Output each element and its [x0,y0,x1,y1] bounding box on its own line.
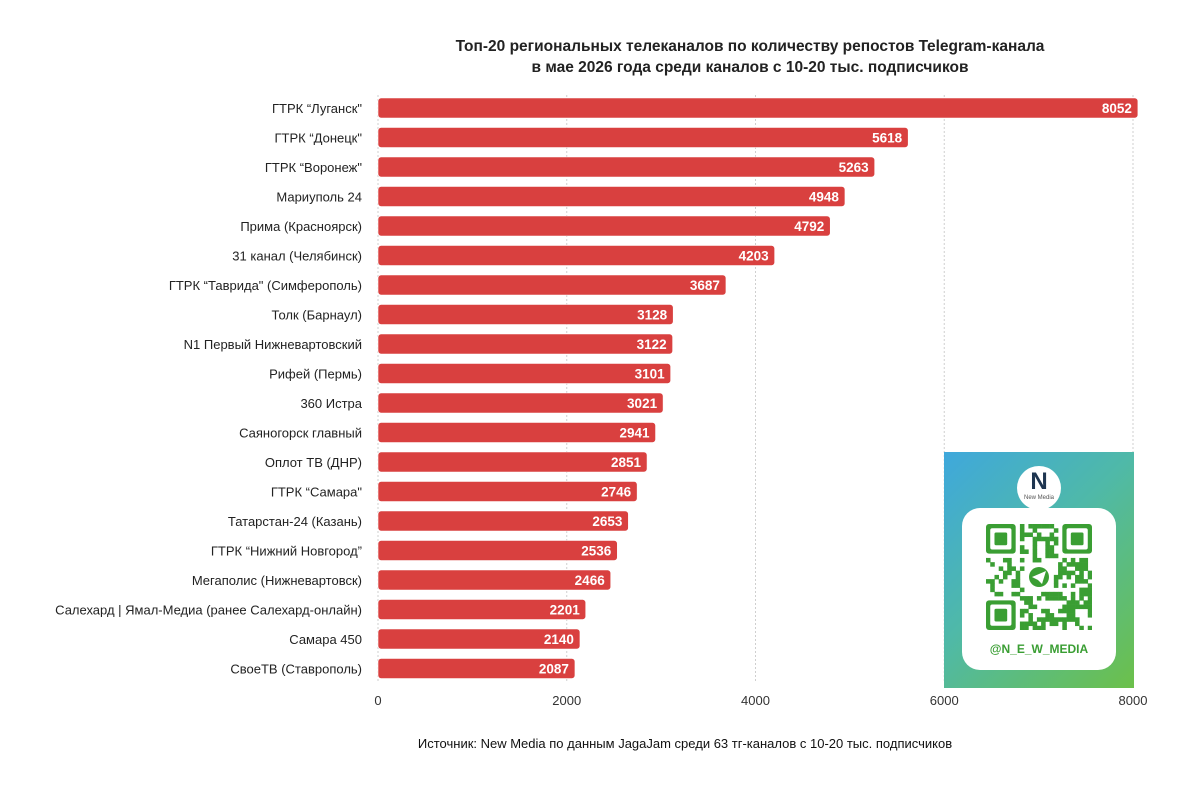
brand-logo-mark: N [1030,468,1048,495]
bar[interactable] [377,304,674,325]
chart-title: Топ-20 региональных телеканалов по колич… [370,36,1130,78]
bar-value-label: 5618 [872,131,903,146]
category-label: 31 канал (Челябинск) [232,249,362,264]
category-label: Мариуполь 24 [276,190,362,205]
category-label: Рифей (Пермь) [269,367,362,382]
bar[interactable] [377,481,638,502]
bar-value-label: 3687 [690,278,720,293]
chart-title-line-1: Топ-20 региональных телеканалов по колич… [455,38,1045,55]
bar[interactable] [377,392,664,414]
bar-value-label: 4792 [794,219,824,234]
bar[interactable] [377,333,673,355]
bar-value-label: 2201 [550,603,581,618]
bar[interactable] [377,274,727,296]
category-label: 360 Истра [300,396,362,411]
bar-value-label: 3101 [635,367,666,382]
x-tick-label: 0 [374,693,381,708]
bar-value-label: 8052 [1102,101,1132,116]
category-label: Мегаполис (Нижневартовск) [192,573,362,588]
bar[interactable] [377,569,612,591]
telegram-handle[interactable]: @N_E_W_MEDIA [989,642,1089,656]
bar[interactable] [377,186,846,207]
brand-logo: N New Media [1017,466,1061,510]
category-label: ГТРК “Донецк" [274,131,362,146]
x-tick-label: 2000 [552,693,581,708]
bar-value-label: 5263 [839,160,870,175]
bar[interactable] [377,658,576,679]
category-label: ГТРК “Таврида" (Симферополь) [169,278,362,293]
bar[interactable] [377,97,1139,119]
bar[interactable] [377,215,831,237]
category-label: N1 Первый Нижневартовский [184,337,362,352]
promo-card[interactable]: N New Media @N_E_W_MEDIA [944,452,1134,688]
bar-value-label: 2746 [601,485,632,500]
bar[interactable] [377,422,656,443]
bar-value-label: 2941 [620,426,651,441]
category-label: ГТРК “Самара" [271,485,363,500]
category-label: СвоеТВ (Ставрополь) [230,662,362,677]
bar-value-label: 4203 [739,249,770,264]
chart-title-line-2: в мае 2026 года среди каналов с 10-20 ты… [531,59,969,76]
category-label: Прима (Красноярск) [240,219,362,234]
bar-value-label: 2536 [581,544,612,559]
brand-logo-text: New Media [1023,495,1054,501]
bar[interactable] [377,599,587,620]
bar-value-label: 2087 [539,662,569,677]
category-label: Оплот ТВ (ДНР) [265,455,362,470]
bar-value-label: 3128 [637,308,668,323]
bar-value-label: 4948 [809,190,840,205]
bar[interactable] [377,363,671,384]
source-note: Источник: New Media по данным JagaJam ср… [417,736,953,751]
category-label: Толк (Барнаул) [272,308,362,323]
category-label: ГТРК “Нижний Новгород” [211,544,362,559]
qr-code-icon[interactable] [986,524,1092,630]
bar[interactable] [377,451,648,473]
bar-value-label: 3122 [637,337,667,352]
bar[interactable] [377,628,581,650]
category-label: ГТРК “Луганск" [272,101,362,116]
category-label: Татарстан-24 (Казань) [228,514,362,529]
bar-value-label: 2466 [575,573,606,588]
bar[interactable] [377,540,618,561]
bar-value-label: 2851 [611,455,642,470]
bar[interactable] [377,510,629,532]
category-label: ГТРК “Воронеж" [265,160,362,175]
bar-value-label: 3021 [627,396,658,411]
bar[interactable] [377,127,909,148]
bar[interactable] [377,156,875,178]
category-label: Салехард | Ямал-Медиа (ранее Салехард-он… [55,603,362,618]
category-label: Самара 450 [289,632,362,647]
qr-panel: @N_E_W_MEDIA [962,508,1116,670]
bar-value-label: 2140 [544,632,574,647]
x-tick-label: 4000 [741,693,770,708]
x-tick-label: 6000 [930,693,959,708]
bar[interactable] [377,245,775,266]
category-label: Саяногорск главный [239,426,362,441]
x-tick-label: 8000 [1119,693,1148,708]
bar-value-label: 2653 [592,514,623,529]
